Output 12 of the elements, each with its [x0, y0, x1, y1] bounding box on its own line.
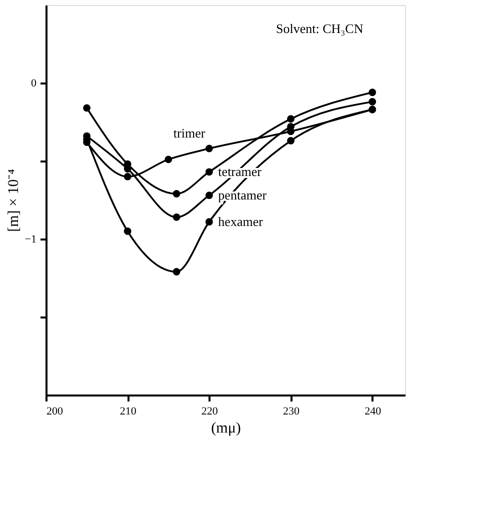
x-tick-label: 240	[364, 406, 382, 418]
y-tick-label: 0	[31, 78, 37, 90]
x-tick-label: 210	[120, 406, 137, 418]
x-tick-label: 200	[46, 406, 64, 418]
x-tick-label: 220	[201, 406, 218, 418]
series-label: hexamer	[218, 214, 264, 229]
x-tick-label: 230	[283, 406, 300, 418]
annotation: Solvent: CH₃CN	[276, 21, 364, 36]
series-label: trimer	[173, 126, 206, 141]
x-axis-title: (mμ)	[211, 420, 241, 436]
y-tick-label: −1	[24, 234, 36, 246]
y-axis-title: [m] × 10⁻⁴	[6, 169, 22, 232]
